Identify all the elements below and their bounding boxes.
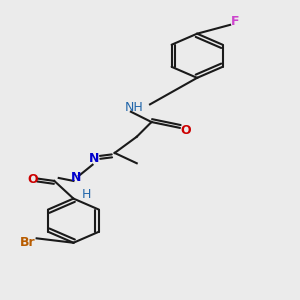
Text: Br: Br [20, 236, 36, 249]
Text: NH: NH [124, 101, 143, 114]
Text: O: O [27, 173, 38, 186]
Text: F: F [231, 15, 240, 28]
Text: O: O [180, 124, 190, 137]
Text: N: N [71, 172, 82, 184]
Text: N: N [89, 152, 99, 165]
Text: H: H [82, 188, 92, 201]
